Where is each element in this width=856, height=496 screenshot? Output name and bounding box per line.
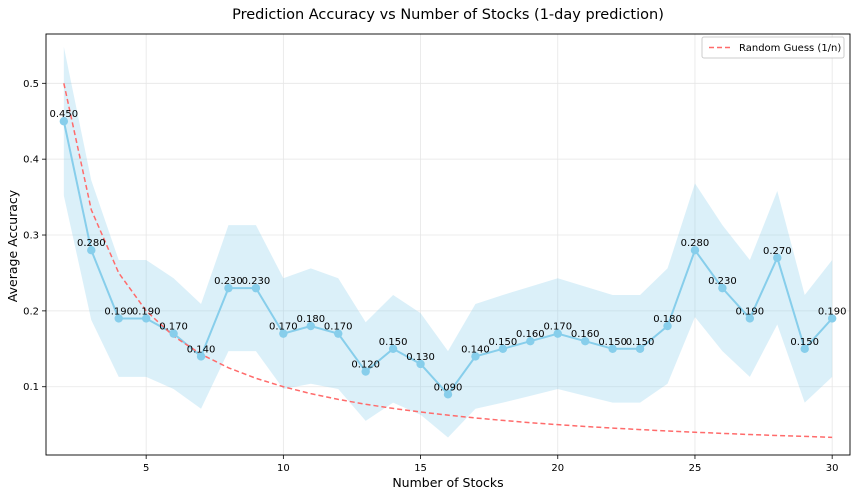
accuracy-point	[224, 283, 233, 293]
accuracy-point	[361, 367, 370, 376]
accuracy-point	[581, 337, 590, 346]
x-tick-label: 30	[826, 463, 839, 474]
value-label: 0.270	[763, 246, 792, 257]
value-label: 0.150	[790, 337, 819, 348]
accuracy-point	[553, 329, 562, 338]
legend-frame	[701, 36, 845, 59]
value-label: 0.280	[681, 238, 710, 249]
accuracy-point	[498, 344, 508, 354]
plot-area: 5 10 15 20 25 30 0.1 0.2 0.3 0.4 0.5 0.450 0.280 0.19…	[23, 33, 851, 474]
accuracy-point	[196, 352, 206, 361]
x-axis-label: Number of Stocks	[392, 475, 503, 490]
accuracy-point	[87, 245, 96, 255]
y-tick-label: 0.4	[23, 155, 39, 166]
x-tick-label: 20	[551, 463, 564, 474]
y-tick-label: 0.1	[23, 382, 39, 393]
value-label: 0.120	[351, 360, 380, 371]
legend-random-guess-label: Random Guess (1/n)	[739, 43, 841, 54]
value-label: 0.180	[296, 314, 325, 325]
value-label: 0.130	[406, 352, 435, 363]
value-label: 0.150	[626, 337, 655, 348]
value-label: 0.160	[571, 329, 600, 340]
accuracy-point	[114, 314, 123, 323]
accuracy-point	[334, 329, 343, 338]
value-label: 0.190	[132, 306, 161, 317]
value-label: 0.230	[242, 276, 271, 287]
value-label: 0.230	[214, 276, 243, 287]
value-label: 0.150	[489, 337, 518, 348]
y-tick-label: 0.3	[23, 231, 39, 242]
accuracy-point	[718, 283, 727, 293]
accuracy-point	[827, 314, 837, 323]
accuracy-point	[690, 245, 700, 255]
legend: Random Guess (1/n)	[701, 36, 845, 59]
value-label: 0.160	[516, 329, 545, 340]
value-label: 0.280	[77, 238, 106, 249]
value-label: 0.150	[379, 337, 408, 348]
accuracy-point	[251, 283, 261, 293]
accuracy-point	[306, 321, 315, 331]
accuracy-point	[279, 329, 288, 338]
y-tick-label: 0.2	[23, 306, 39, 317]
value-label: 0.180	[653, 314, 682, 325]
axes-frame	[45, 33, 851, 456]
accuracy-point	[526, 337, 535, 346]
accuracy-point	[59, 117, 69, 126]
accuracy-point	[635, 344, 645, 354]
value-label: 0.190	[104, 306, 133, 317]
value-label: 0.170	[543, 322, 572, 333]
value-label: 0.140	[187, 344, 216, 355]
value-label: 0.190	[818, 306, 847, 317]
accuracy-point	[471, 352, 480, 361]
accuracy-point	[169, 329, 178, 338]
value-label: 0.170	[159, 322, 188, 333]
value-label: 0.140	[461, 344, 490, 355]
x-tick-label: 5	[143, 463, 149, 474]
accuracy-point	[663, 321, 672, 331]
value-label: 0.230	[708, 276, 737, 287]
accuracy-point	[773, 253, 782, 262]
value-label: 0.190	[736, 306, 765, 317]
y-tick-label: 0.5	[23, 79, 39, 90]
x-tick-label: 15	[414, 463, 427, 474]
chart-title: Prediction Accuracy vs Number of Stocks …	[232, 7, 664, 23]
confidence-band	[63, 46, 833, 438]
value-label: 0.150	[598, 337, 627, 348]
y-axis-label: Average Accuracy	[5, 189, 20, 302]
value-label: 0.090	[434, 382, 463, 393]
x-tick-label: 25	[689, 463, 702, 474]
accuracy-point	[745, 314, 755, 323]
accuracy-point	[608, 344, 617, 354]
value-label: 0.450	[50, 109, 79, 120]
value-label: 0.170	[269, 322, 298, 333]
accuracy-point	[141, 314, 151, 323]
x-tick-label: 10	[277, 463, 290, 474]
accuracy-point	[443, 390, 453, 399]
accuracy-point	[416, 359, 425, 369]
value-label: 0.170	[324, 322, 353, 333]
accuracy-point	[388, 344, 398, 354]
random-guess-line	[63, 83, 833, 439]
accuracy-point	[800, 344, 809, 354]
